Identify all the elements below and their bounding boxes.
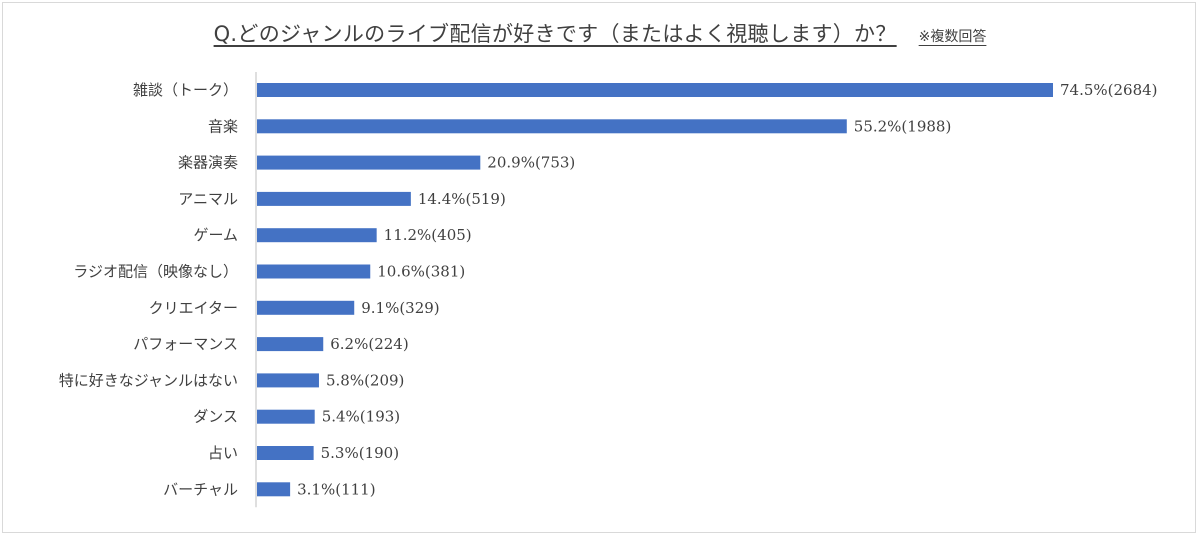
bar (257, 228, 377, 243)
bar (257, 191, 411, 206)
data-label: 11.2%(405) (384, 226, 472, 244)
data-label: 14.4%(519) (418, 190, 506, 208)
category-label: 音楽 (208, 117, 238, 135)
category-label: バーチャル (163, 480, 238, 498)
data-label: 6.2%(224) (330, 335, 408, 353)
chart-title: Q.どのジャンルのライブ配信が好きです（またはよく視聴します）か？ (213, 22, 897, 46)
bar (257, 409, 315, 424)
category-label: 占い (208, 444, 238, 462)
chart-header: Q.どのジャンルのライブ配信が好きです（またはよく視聴します）か？ ※複数回答 (0, 18, 1200, 48)
category-label: ゲーム (193, 226, 238, 244)
data-label: 74.5%(2684) (1060, 81, 1158, 99)
bar (257, 119, 847, 134)
data-label: 55.2%(1988) (854, 117, 952, 135)
bar (257, 482, 291, 497)
bar (257, 83, 1053, 97)
data-label: 9.1%(329) (361, 299, 439, 317)
chart-note: ※複数回答 (918, 29, 987, 45)
data-label: 5.8%(209) (326, 371, 404, 389)
data-label: 10.6%(381) (377, 263, 465, 281)
bar (257, 300, 355, 315)
data-label: 20.9%(753) (487, 154, 575, 172)
bar (257, 337, 324, 352)
bar (257, 446, 314, 460)
category-label: 雑談（トーク） (133, 81, 238, 99)
bar (257, 155, 481, 170)
data-label: 5.4%(193) (322, 408, 400, 426)
data-label: 5.3%(190) (321, 444, 399, 462)
bar (257, 373, 319, 388)
data-labels-group: 74.5%(2684) 55.2%(1988) 20.9%(753) 14.4%(51… (297, 81, 1157, 498)
category-label: 楽器演奏 (178, 154, 238, 172)
category-label: クリエイター (149, 299, 238, 317)
bar (257, 264, 371, 279)
data-label: 3.1%(111) (297, 480, 375, 498)
category-label: ダンス (193, 408, 238, 426)
category-label: パフォーマンス (133, 335, 238, 353)
category-label: アニマル (178, 190, 238, 208)
bars-group (257, 83, 1053, 497)
category-label: ラジオ配信（映像なし） (73, 263, 238, 281)
category-label: 特に好きなジャンルはない (59, 371, 238, 389)
